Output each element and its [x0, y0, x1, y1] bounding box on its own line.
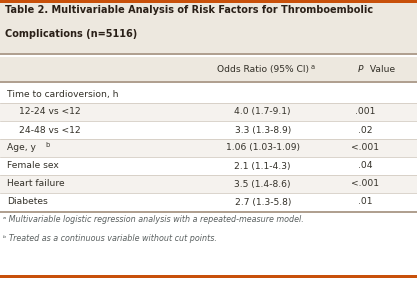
Text: a: a: [311, 64, 315, 70]
Text: .04: .04: [357, 162, 372, 170]
Bar: [0, 157, 417, 175]
Text: Heart failure: Heart failure: [7, 179, 65, 189]
Text: .001: .001: [355, 108, 375, 116]
Text: <.001: <.001: [351, 143, 379, 153]
Text: b: b: [45, 142, 50, 148]
Text: 3.3 (1.3-8.9): 3.3 (1.3-8.9): [235, 126, 291, 135]
Bar: [0, 0, 417, 3]
Text: Odds Ratio (95% CI): Odds Ratio (95% CI): [217, 66, 309, 74]
Text: Female sex: Female sex: [7, 162, 59, 170]
Bar: [0, 81, 417, 83]
Bar: [0, 175, 417, 193]
Text: Table 2. Multivariable Analysis of Risk Factors for Thromboembolic: Table 2. Multivariable Analysis of Risk …: [5, 5, 373, 15]
Text: ᵃ Multivariable logistic regression analysis with a repeated-measure model.: ᵃ Multivariable logistic regression anal…: [3, 215, 304, 224]
Text: 4.0 (1.7-9.1): 4.0 (1.7-9.1): [234, 108, 291, 116]
Text: Time to cardioversion, h: Time to cardioversion, h: [7, 89, 118, 99]
Bar: [0, 57, 417, 83]
Text: ᵇ Treated as a continuous variable without cut points.: ᵇ Treated as a continuous variable witho…: [3, 234, 217, 243]
Bar: [0, 85, 417, 103]
Text: 2.7 (1.3-5.8): 2.7 (1.3-5.8): [234, 197, 291, 206]
Text: 24-48 vs <12: 24-48 vs <12: [19, 126, 80, 135]
Bar: [0, 193, 417, 211]
Bar: [0, 3, 417, 55]
Text: Value: Value: [367, 66, 395, 74]
Bar: [0, 103, 417, 121]
Text: <.001: <.001: [351, 179, 379, 189]
Bar: [0, 121, 417, 139]
Bar: [0, 275, 417, 278]
Bar: [0, 211, 417, 213]
Text: Age, y: Age, y: [7, 143, 36, 153]
Bar: [0, 53, 417, 55]
Bar: [0, 139, 417, 157]
Text: Complications (n=5116): Complications (n=5116): [5, 29, 137, 39]
Text: 3.5 (1.4-8.6): 3.5 (1.4-8.6): [234, 179, 291, 189]
Text: Diabetes: Diabetes: [7, 197, 48, 206]
Text: .01: .01: [358, 197, 372, 206]
Text: P: P: [358, 66, 364, 74]
Text: .02: .02: [357, 126, 372, 135]
Text: 12-24 vs <12: 12-24 vs <12: [19, 108, 80, 116]
Text: 1.06 (1.03-1.09): 1.06 (1.03-1.09): [226, 143, 300, 153]
Text: 2.1 (1.1-4.3): 2.1 (1.1-4.3): [234, 162, 291, 170]
